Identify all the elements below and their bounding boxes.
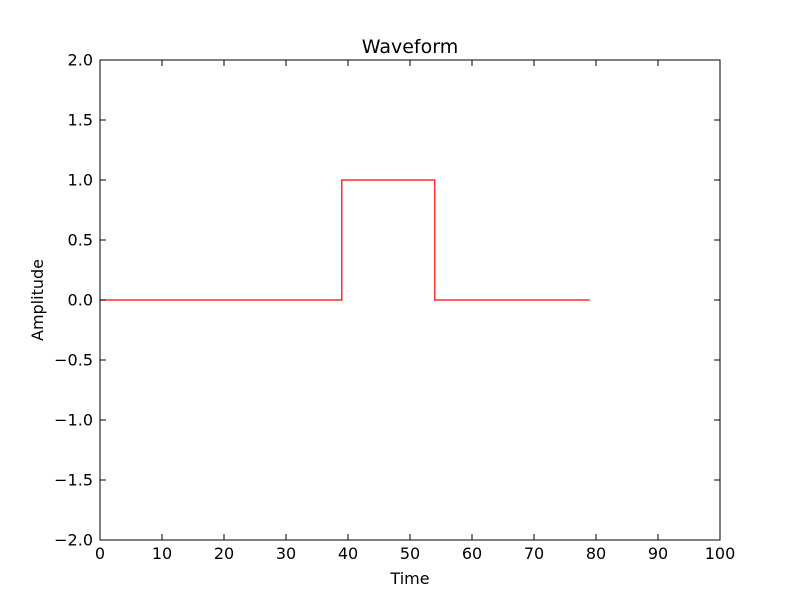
x-axis-label: Time	[389, 569, 429, 588]
y-tick-label: 0.5	[68, 231, 93, 250]
y-tick-label: −1.0	[54, 411, 93, 430]
chart-title: Waveform	[362, 36, 458, 58]
series-line-0	[100, 179, 590, 301]
plot-area	[100, 179, 590, 301]
x-tick-label: 0	[95, 544, 105, 563]
y-axis-label: Amplitude	[28, 259, 47, 341]
y-tick-label: −0.5	[54, 351, 93, 370]
x-tick-label: 70	[524, 544, 544, 563]
x-tick-label: 40	[338, 544, 358, 563]
x-axis: 0 10 20 30 40 50 60 70 80 90 100	[95, 60, 735, 563]
x-tick-label: 100	[705, 544, 736, 563]
x-tick-label: 60	[462, 544, 482, 563]
y-tick-label: 2.0	[68, 51, 93, 70]
y-tick-label: 1.0	[68, 171, 93, 190]
y-tick-label: 0.0	[68, 291, 93, 310]
x-tick-label: 90	[648, 544, 668, 563]
y-tick-label: −1.5	[54, 471, 93, 490]
y-tick-label: −2.0	[54, 531, 93, 550]
x-tick-label: 50	[400, 544, 420, 563]
x-tick-label: 30	[276, 544, 296, 563]
x-tick-label: 10	[152, 544, 172, 563]
x-tick-label: 20	[214, 544, 234, 563]
y-tick-label: 1.5	[68, 111, 93, 130]
y-axis: −2.0 −1.5 −1.0 −0.5 0.0 0.5 1.0 1.5 2.0	[54, 51, 720, 550]
x-tick-label: 80	[586, 544, 606, 563]
